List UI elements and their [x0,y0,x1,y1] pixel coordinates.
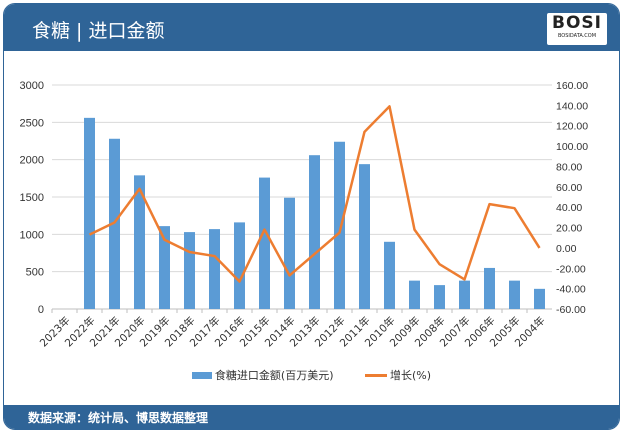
legend-line-label: 增长(%) [390,369,432,382]
left-tick-label: 2000 [20,155,44,167]
bar [159,226,170,309]
bar [209,229,220,309]
right-tick-label: 140.00 [556,100,588,112]
legend: 食糖进口金额(百万美元) 增长(%) [0,367,623,383]
right-tick-label: 160.00 [556,80,588,92]
legend-bar-swatch [191,371,212,379]
bar [184,232,195,309]
bar [434,285,445,309]
bar [409,280,420,309]
right-tick-label: 40.00 [556,202,582,214]
bar [84,117,95,309]
left-tick-label: 0 [38,304,44,316]
right-tick-label: 80.00 [556,161,582,173]
chart-card: 食糖 | 进口金额 BOSI BOSIDATA.COM 数据来源：统计局、博思数… [3,3,620,430]
bar [134,175,145,309]
left-tick-label: 1500 [20,192,44,204]
legend-line-swatch [365,373,388,377]
footer-bar: 数据来源：统计局、博思数据整理 [4,405,619,429]
legend-bar-label: 食糖进口金额(百万美元) [214,369,334,382]
bar [334,141,345,309]
right-tick-label: 120.00 [556,121,588,133]
bar [259,177,270,309]
bar [109,138,120,309]
growth-line [88,105,541,283]
bar [359,164,370,309]
right-tick-label: 0.00 [556,243,577,255]
header-bar: 食糖 | 进口金额 BOSI BOSIDATA.COM [4,4,619,51]
left-tick-label: 3000 [20,80,44,92]
bar [459,280,470,309]
bar [309,155,320,309]
bar [234,222,245,309]
bar [384,241,395,309]
right-tick-label: 20.00 [556,223,582,235]
right-tick-label: -60.00 [556,304,586,316]
bar [484,267,495,309]
right-tick-label: 100.00 [556,141,588,153]
page-title: 食糖 | 进口金额 [32,20,165,42]
bar [284,197,295,309]
left-tick-label: 1000 [20,229,44,241]
right-tick-label: -40.00 [556,284,586,296]
bar [534,288,545,309]
right-tick-label: 60.00 [556,182,582,194]
left-tick-label: 500 [26,267,44,279]
left-tick-label: 2500 [20,117,44,129]
data-source: 数据来源：统计局、博思数据整理 [28,411,209,425]
right-tick-label: -20.00 [556,263,586,275]
bosi-logo: BOSI BOSIDATA.COM [547,13,607,45]
bar [509,280,520,309]
